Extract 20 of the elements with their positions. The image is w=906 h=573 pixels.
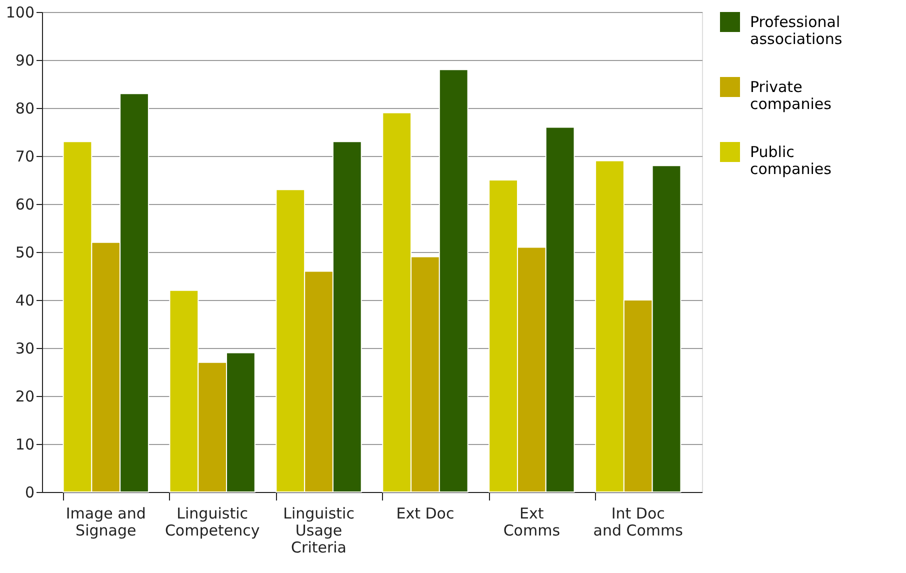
y-tick-label: 0	[24, 484, 34, 502]
y-tick-label: 30	[15, 340, 34, 358]
x-tick-label: Int Doc and Comms	[593, 504, 684, 540]
y-tick-label: 20	[15, 388, 34, 406]
y-tick-label: 10	[15, 436, 34, 454]
x-tick-label: Linguistic Usage Criteria	[283, 504, 354, 556]
legend-label: Private companies	[750, 78, 832, 113]
x-tick-label: Linguistic Competency	[164, 504, 260, 540]
x-tick-label: Ext Doc	[396, 504, 454, 522]
y-tick-label: 40	[15, 292, 34, 310]
y-tick-label: 80	[15, 100, 34, 118]
y-tick-label: 100	[6, 4, 34, 22]
y-tick-label: 90	[15, 52, 34, 70]
y-tick-label: 50	[15, 244, 34, 262]
x-tick-label: Image and Signage	[66, 504, 146, 540]
y-tick-label: 70	[15, 148, 34, 166]
legend-label: Public companies	[750, 143, 832, 178]
y-tick-label: 60	[15, 196, 34, 214]
legend-label: Professional associations	[750, 13, 842, 48]
x-tick-label: Ext Comms	[503, 504, 560, 540]
